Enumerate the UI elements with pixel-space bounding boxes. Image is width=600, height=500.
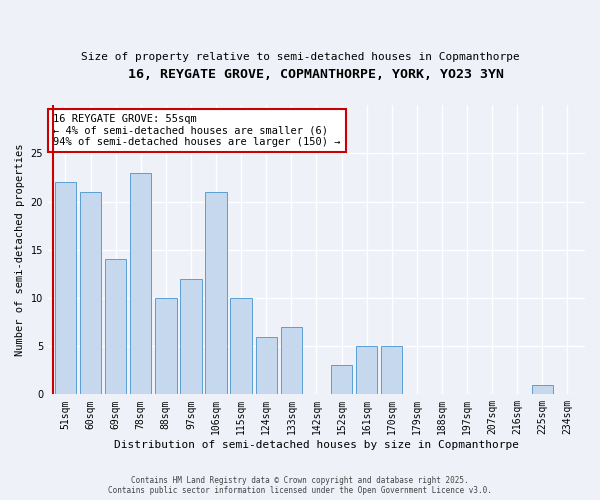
Bar (230, 298, 252, 394)
Bar (130, 172, 151, 394)
Text: 16 REYGATE GROVE: 55sqm
← 4% of semi-detached houses are smaller (6)
94% of semi: 16 REYGATE GROVE: 55sqm ← 4% of semi-det… (53, 114, 341, 147)
Text: Contains HM Land Registry data © Crown copyright and database right 2025.
Contai: Contains HM Land Registry data © Crown c… (108, 476, 492, 495)
Bar (155, 298, 176, 394)
Text: Size of property relative to semi-detached houses in Copmanthorpe: Size of property relative to semi-detach… (80, 52, 520, 62)
Bar (356, 346, 377, 395)
Bar (105, 260, 127, 394)
Bar (55, 182, 76, 394)
Bar (381, 346, 403, 395)
Bar (205, 192, 227, 394)
Bar (281, 327, 302, 394)
Bar (181, 278, 202, 394)
Title: 16, REYGATE GROVE, COPMANTHORPE, YORK, YO23 3YN: 16, REYGATE GROVE, COPMANTHORPE, YORK, Y… (128, 68, 505, 80)
Bar (80, 192, 101, 394)
Bar (256, 336, 277, 394)
Bar (532, 384, 553, 394)
Bar (331, 366, 352, 394)
Y-axis label: Number of semi-detached properties: Number of semi-detached properties (15, 144, 25, 356)
X-axis label: Distribution of semi-detached houses by size in Copmanthorpe: Distribution of semi-detached houses by … (114, 440, 519, 450)
